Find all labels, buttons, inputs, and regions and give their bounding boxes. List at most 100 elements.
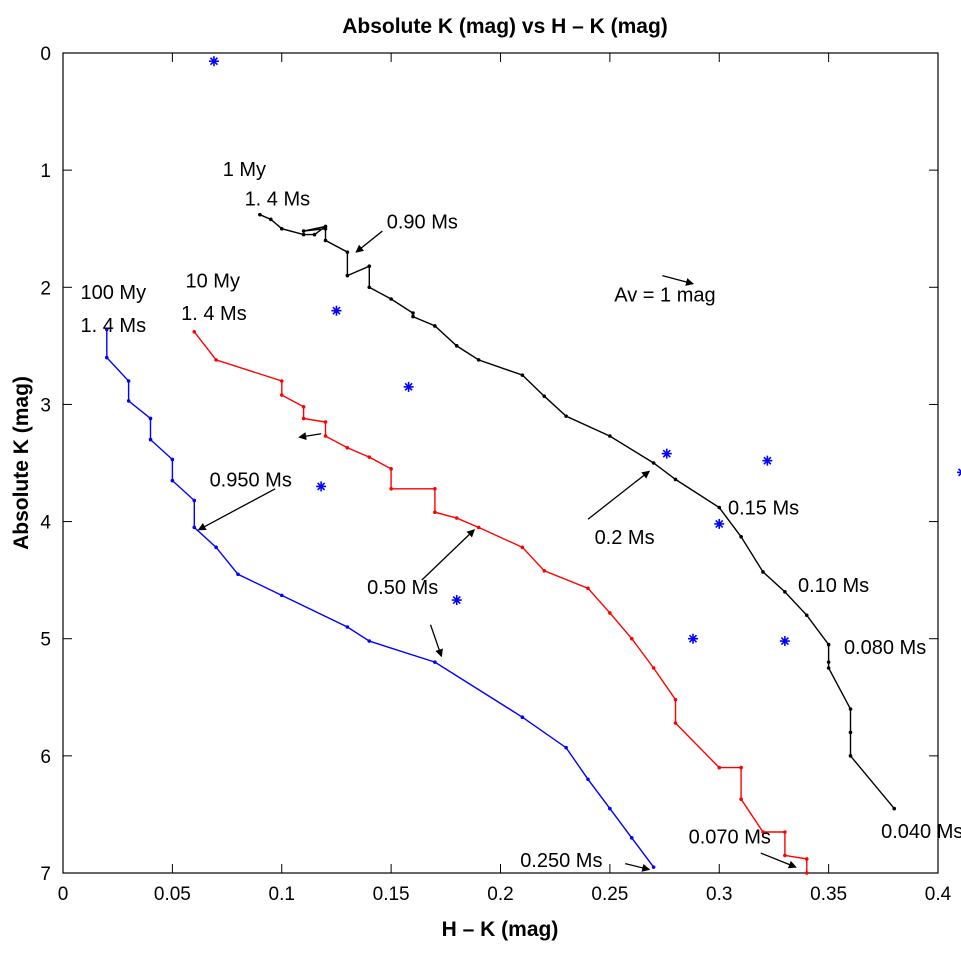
series-point — [411, 314, 415, 319]
series-point — [739, 535, 743, 539]
series-point — [673, 721, 678, 725]
series-point — [279, 379, 284, 383]
series-point — [783, 853, 787, 858]
series-point — [170, 457, 175, 462]
star-marker — [661, 448, 672, 459]
star-marker — [331, 305, 342, 316]
y-tick-label: 6 — [40, 747, 51, 768]
annotation-arrow — [355, 230, 383, 253]
series-point — [826, 642, 831, 647]
series-point — [411, 311, 415, 315]
star-marker — [688, 633, 698, 644]
x-tick-label: 0.2 — [487, 884, 513, 905]
annotation-arrow — [298, 432, 322, 441]
x-tick-label: 0.05 — [154, 884, 191, 905]
series-point — [148, 416, 153, 421]
annotation-label: 0.040 Ms — [881, 821, 961, 843]
annotation-arrows — [197, 230, 797, 872]
star-marker-stroke — [780, 636, 789, 646]
series-point — [367, 264, 372, 269]
series-point — [739, 765, 743, 770]
series-point — [301, 232, 306, 237]
annotation-arrow — [421, 529, 475, 581]
series-point — [848, 707, 853, 711]
series-point — [433, 510, 437, 514]
series-point — [826, 660, 831, 664]
star-marker-stroke — [957, 468, 961, 473]
x-tick-label: 0.25 — [591, 884, 628, 905]
star-marker-stroke — [317, 482, 326, 491]
annotation-arrow — [587, 470, 651, 520]
x-tick-label: 0.4 — [925, 884, 952, 905]
series-point — [454, 344, 459, 348]
series-point — [389, 467, 393, 471]
annotation-label: Av = 1 mag — [614, 284, 715, 306]
series-point — [520, 373, 525, 377]
star-marker — [316, 481, 327, 492]
series-point — [301, 229, 306, 233]
series-point — [783, 590, 787, 594]
star-marker-stroke — [332, 306, 341, 315]
series-point — [170, 478, 175, 483]
annotation-label: 0.15 Ms — [728, 498, 799, 520]
series-point — [476, 525, 481, 530]
star-marker-stroke — [662, 449, 671, 458]
series-point — [301, 416, 306, 421]
star-marker-stroke — [404, 382, 413, 391]
annotations: 1 My 1. 4 Ms 0.90 Ms 10 My 1. 4 Ms 100 My 1. 4… — [81, 159, 961, 872]
star-marker — [208, 56, 219, 67]
series-point — [892, 806, 897, 811]
y-tick-label: 3 — [40, 395, 51, 416]
series-point — [454, 516, 459, 520]
series-point — [717, 505, 722, 510]
annotation-label: 0.10 Ms — [798, 575, 869, 597]
annotation-arrow — [429, 624, 443, 658]
annotation-label: 0.250 Ms — [520, 850, 602, 872]
x-tick-label: 0.1 — [269, 884, 295, 905]
evolutionary-tracks — [104, 212, 897, 875]
series-point — [433, 486, 437, 491]
annotation-label: 1. 4 Ms — [181, 303, 247, 325]
series-line — [106, 329, 655, 868]
series-point — [586, 777, 590, 782]
series-point — [192, 498, 197, 503]
series-point — [104, 355, 109, 360]
annotation-label: 100 My — [81, 282, 147, 304]
x-tick-label: 0 — [58, 884, 69, 905]
annotation-label: 0.950 Ms — [210, 469, 292, 491]
series-point — [301, 404, 306, 409]
series-point — [848, 754, 853, 758]
series-point — [345, 625, 350, 629]
series-point — [323, 226, 328, 231]
y-tick-label: 2 — [40, 278, 51, 299]
star-marker — [957, 468, 961, 477]
series-point — [520, 545, 525, 550]
annotation-label: 0.90 Ms — [387, 212, 458, 234]
series-point — [608, 611, 612, 615]
series-point — [651, 666, 656, 670]
star-marker — [714, 518, 725, 529]
series-point — [826, 666, 831, 670]
star-marker-stroke — [452, 595, 461, 605]
series-point — [651, 865, 656, 869]
series-point — [542, 394, 547, 399]
series-point — [761, 570, 765, 574]
series-point — [345, 250, 350, 254]
series-point — [279, 226, 284, 231]
observed-stars — [208, 56, 961, 647]
series-point — [104, 327, 109, 332]
y-tick-label: 0 — [40, 44, 51, 65]
series-point — [192, 330, 197, 334]
star-marker — [779, 636, 790, 647]
series-point — [673, 697, 678, 702]
annotation-arrow — [197, 488, 276, 531]
y-tick-label: 5 — [40, 630, 51, 651]
star-marker-stroke — [957, 472, 961, 477]
series-point — [236, 572, 240, 577]
axis-ticks: 0 0.05 0.1 0.15 0.2 0.25 0.3 0.35 0.4 0 1 2 3 4 5 6 7 — [40, 44, 951, 905]
series-point — [389, 486, 393, 491]
series-point — [269, 217, 273, 222]
series-point — [214, 545, 218, 550]
x-tick-label: 0.35 — [810, 884, 847, 905]
annotation-label: 1. 4 Ms — [245, 188, 311, 210]
